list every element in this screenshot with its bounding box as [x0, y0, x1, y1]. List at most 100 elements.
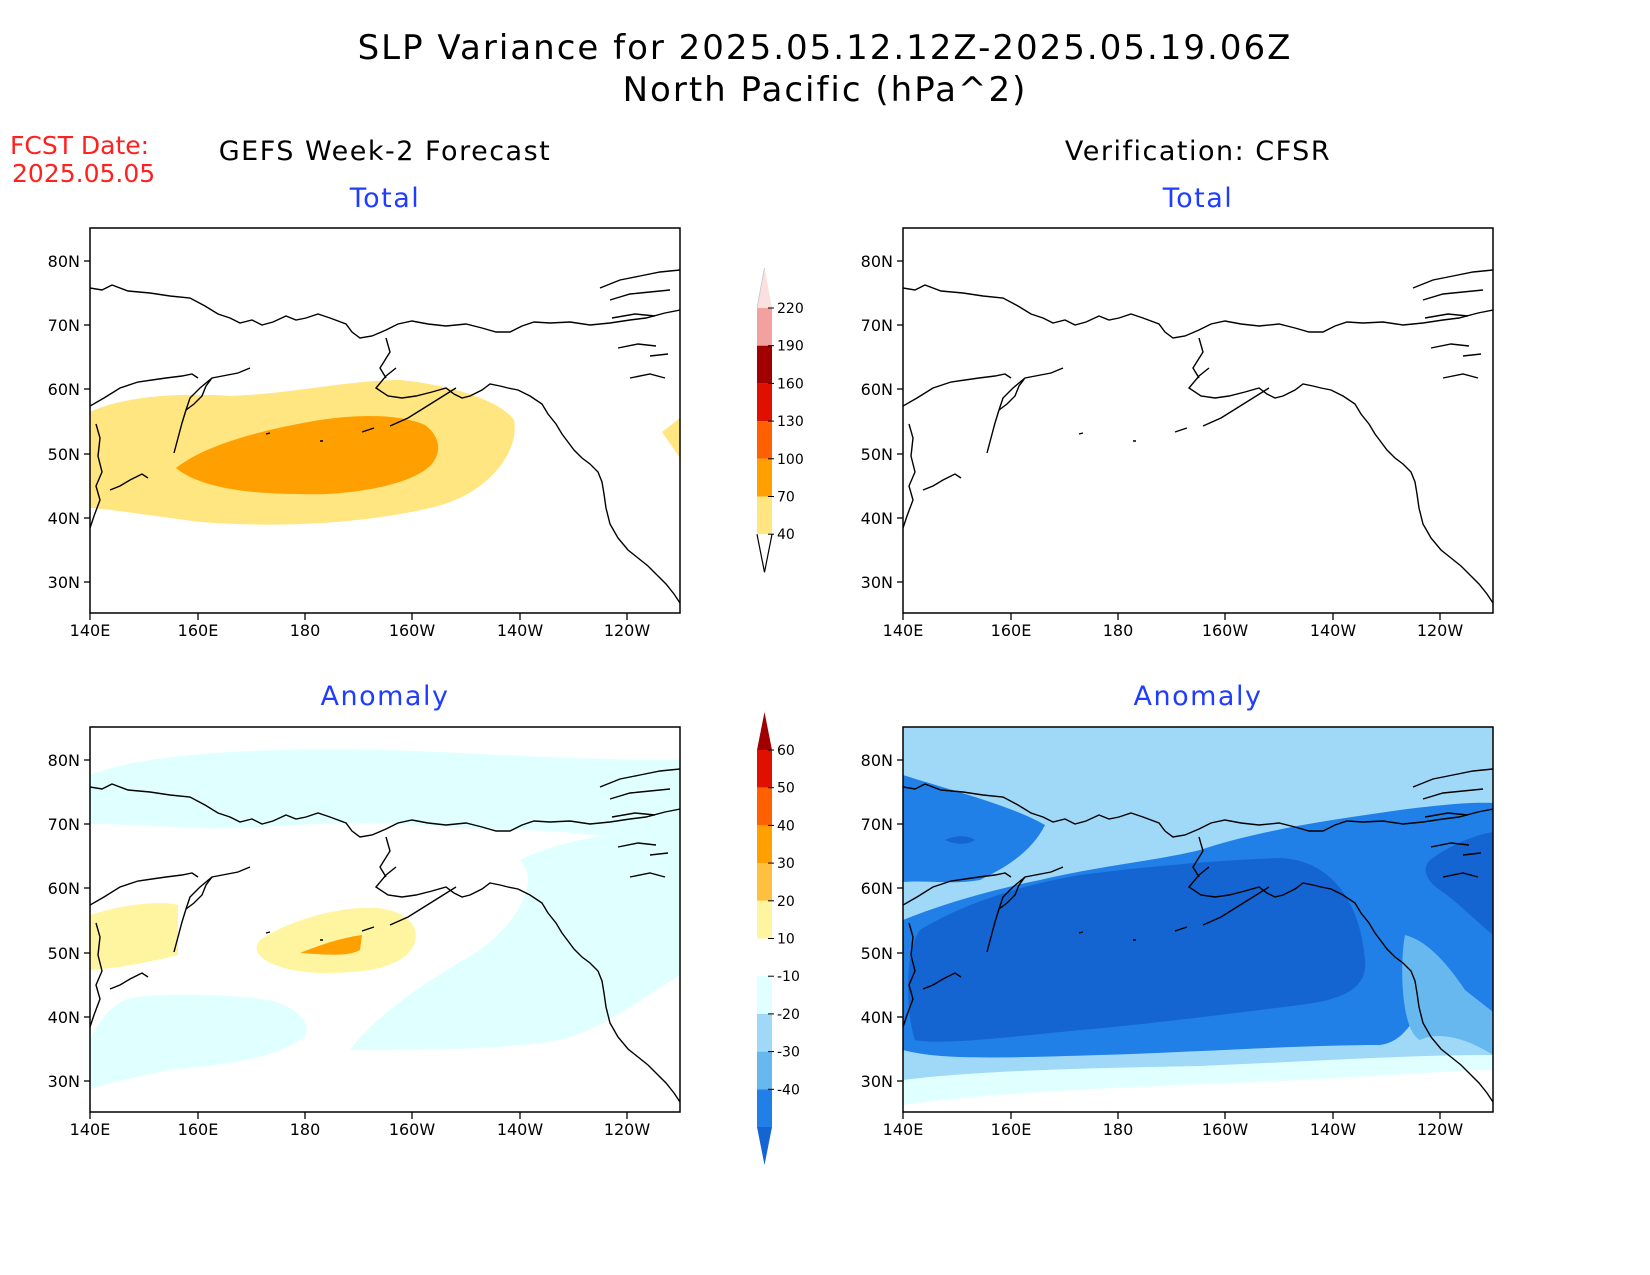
fcst-anomaly-subtitle: Anomaly — [320, 681, 450, 712]
lon-tick-label: 180 — [290, 621, 321, 640]
anomaly-colorbar-cell — [757, 976, 772, 1014]
anomaly-colorbar-top-arrow — [757, 712, 772, 750]
anomaly-colorbar-label: -10 — [777, 969, 800, 985]
lat-tick-label: 70N — [861, 815, 893, 834]
lon-tick-label: 160W — [389, 621, 436, 640]
lon-tick-label: 160W — [1202, 621, 1249, 640]
total-colorbar-label: 100 — [777, 452, 804, 468]
lon-tick-label: 140W — [497, 1120, 544, 1139]
lat-tick-label: 60N — [48, 380, 80, 399]
total-colorbar-cell — [757, 458, 772, 497]
anomaly-colorbar-label: 30 — [777, 856, 795, 872]
lat-tick-label: 60N — [861, 380, 893, 399]
lat-tick-label: 30N — [861, 1072, 893, 1091]
verif-anomaly-map — [903, 727, 1493, 1112]
lon-tick-label: 160E — [991, 1120, 1032, 1139]
fcst-date-value: 2025.05.05 — [12, 159, 156, 188]
lat-tick-label: 50N — [48, 944, 80, 963]
anomaly-10-center — [256, 907, 416, 973]
lon-tick-label: 140W — [1310, 621, 1357, 640]
lat-tick-label: 40N — [861, 1008, 893, 1027]
anomaly-colorbar-cell — [757, 787, 772, 826]
lat-tick-label: 30N — [48, 573, 80, 592]
lon-tick-label: 120W — [1417, 1120, 1464, 1139]
total-colorbar-bottom-arrow — [756, 534, 773, 573]
anomaly-colorbar-bottom-arrow — [757, 1127, 772, 1165]
verif-anom-neg30-nw — [903, 775, 1045, 883]
lon-tick-label: 160E — [178, 621, 219, 640]
lon-tick-label: 140E — [883, 621, 924, 640]
total-colorbar-label: 130 — [777, 414, 804, 430]
anomaly-colorbar-cell — [757, 750, 772, 788]
anomaly-neg10-south — [90, 994, 307, 1090]
lat-tick-label: 40N — [48, 1008, 80, 1027]
anomaly-colorbar-label: -30 — [777, 1045, 800, 1061]
anomaly-colorbar-cell — [757, 863, 772, 901]
verif-anomaly-subtitle: Anomaly — [1133, 681, 1263, 712]
anomaly-colorbar-cell — [757, 900, 772, 939]
lat-tick-label: 60N — [861, 879, 893, 898]
lat-tick-label: 80N — [48, 751, 80, 770]
lon-tick-label: 160W — [389, 1120, 436, 1139]
lon-tick-label: 140W — [497, 621, 544, 640]
total-colorbar-label: 40 — [777, 527, 795, 543]
total-colorbar-cell — [757, 308, 772, 346]
verif-anom-neg40 — [908, 858, 1366, 1042]
lat-tick-label: 50N — [48, 445, 80, 464]
lat-tick-label: 80N — [861, 751, 893, 770]
fcst-total-subtitle: Total — [349, 183, 421, 214]
lon-tick-label: 160E — [178, 1120, 219, 1139]
total-colorbar-cell — [757, 383, 772, 422]
lon-tick-label: 160W — [1202, 1120, 1249, 1139]
lon-tick-label: 120W — [604, 1120, 651, 1139]
total-colorbar-label: 70 — [777, 490, 795, 506]
anomaly-colorbar-label: -20 — [777, 1007, 800, 1023]
fcst-total-map — [90, 228, 680, 613]
verif-total-map — [903, 228, 1493, 613]
lon-tick-label: 180 — [290, 1120, 321, 1139]
anomaly-10-west — [90, 903, 178, 970]
anomaly-colorbar-cell — [757, 1013, 772, 1052]
anomaly-30-center — [300, 935, 362, 955]
anomaly-colorbar-cell — [757, 1051, 772, 1090]
lat-tick-label: 70N — [861, 316, 893, 335]
lat-tick-label: 60N — [48, 879, 80, 898]
anomaly-colorbar-cell — [757, 1089, 772, 1127]
lat-tick-label: 40N — [48, 509, 80, 528]
lon-tick-label: 140W — [1310, 1120, 1357, 1139]
anomaly-colorbar-cell — [757, 938, 772, 977]
verif-total-subtitle: Total — [1162, 183, 1234, 214]
main-subtitle: North Pacific (hPa^2) — [622, 70, 1028, 110]
total-colorbar-label: 160 — [777, 376, 804, 392]
lat-tick-label: 70N — [48, 815, 80, 834]
lon-tick-label: 180 — [1103, 1120, 1134, 1139]
right-column-title: Verification: CFSR — [1064, 136, 1332, 167]
total-colorbar-cell — [757, 421, 772, 459]
anomaly-colorbar-label: 60 — [777, 743, 795, 759]
lat-tick-label: 70N — [48, 316, 80, 335]
lat-tick-label: 30N — [861, 573, 893, 592]
anomaly-colorbar-label: 40 — [777, 818, 795, 834]
lat-tick-label: 50N — [861, 944, 893, 963]
fcst-anomaly-map — [90, 727, 680, 1112]
lat-tick-label: 80N — [48, 252, 80, 271]
total-colorbar-top-arrow — [757, 268, 772, 308]
anomaly-colorbar-label: 50 — [777, 781, 795, 797]
main-title: SLP Variance for 2025.05.12.12Z-2025.05.… — [357, 28, 1293, 68]
lon-tick-label: 140E — [70, 1120, 111, 1139]
total-colorbar-label: 220 — [777, 301, 804, 317]
lon-tick-label: 140E — [70, 621, 111, 640]
lat-tick-label: 30N — [48, 1072, 80, 1091]
total-70-contour — [176, 415, 439, 495]
fcst-date-label: FCST Date: — [10, 131, 150, 160]
total-colorbar-cell — [757, 345, 772, 384]
lon-tick-label: 120W — [1417, 621, 1464, 640]
lon-tick-label: 180 — [1103, 621, 1134, 640]
verif-anom-white — [903, 1070, 1493, 1112]
left-column-title: GEFS Week-2 Forecast — [218, 136, 552, 167]
lon-tick-label: 160E — [991, 621, 1032, 640]
anomaly-colorbar-label: -40 — [777, 1082, 800, 1098]
anomaly-neg10-east — [350, 830, 680, 1050]
anomaly-colorbar-label: 10 — [777, 932, 795, 948]
